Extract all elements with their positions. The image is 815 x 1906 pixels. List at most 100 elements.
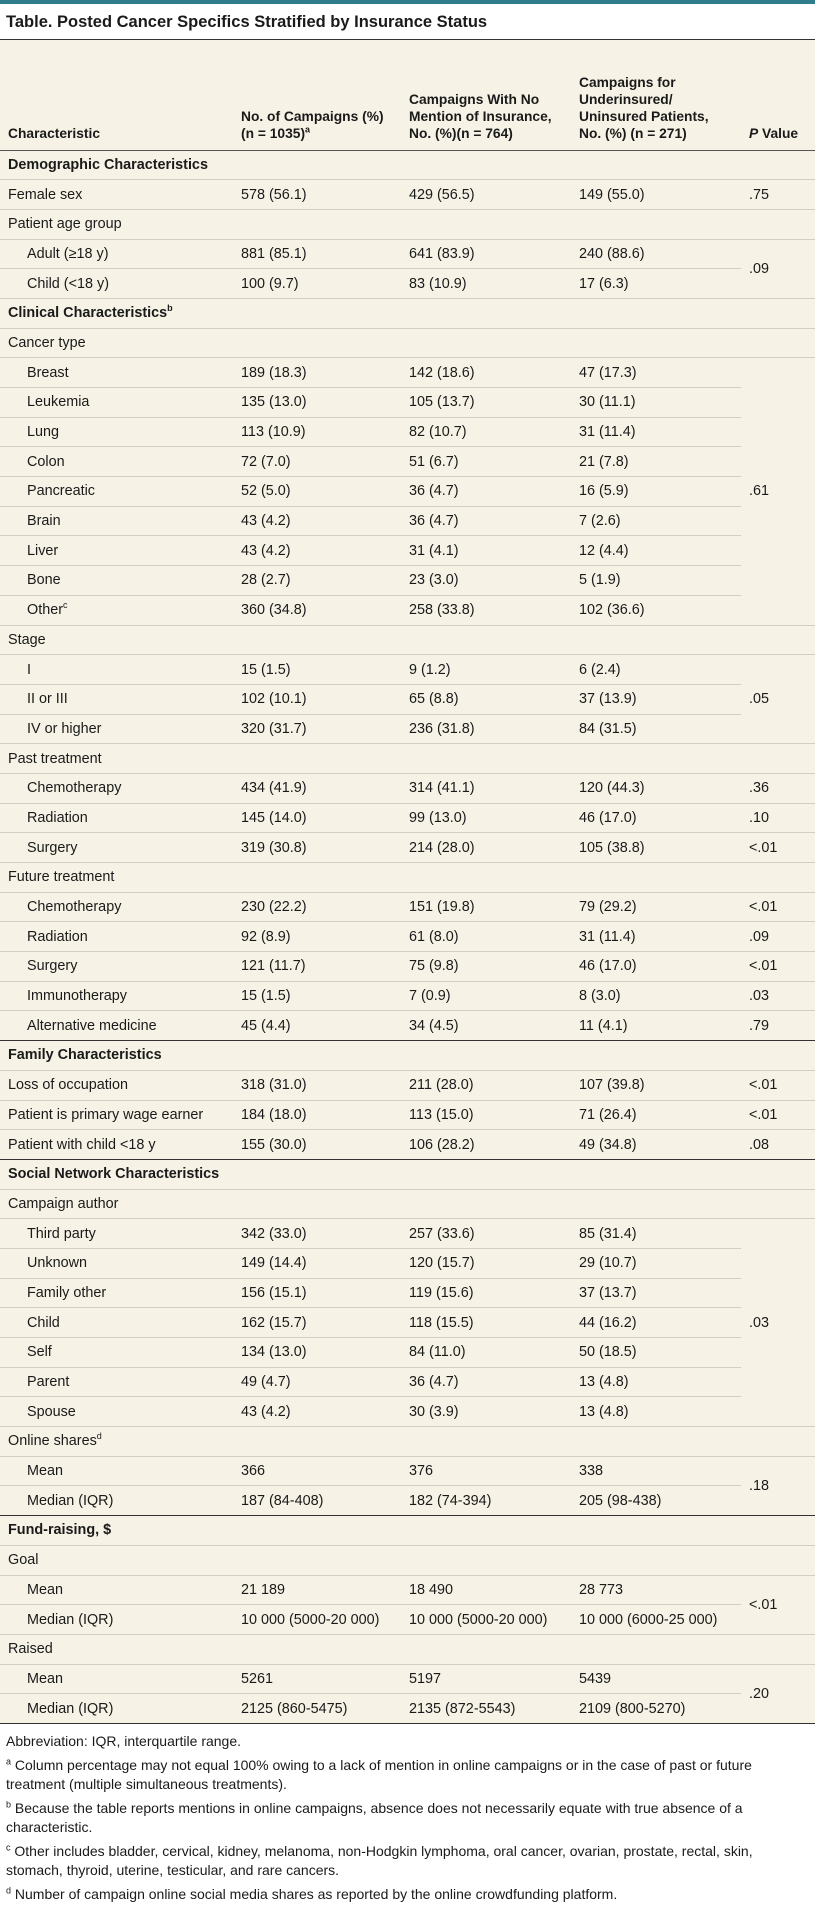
row-label: Spouse bbox=[0, 1396, 233, 1427]
cell-underinsured: 37 (13.7) bbox=[571, 1277, 741, 1308]
cell-total: 28 (2.7) bbox=[233, 565, 401, 596]
top-accent-rule bbox=[0, 0, 815, 4]
header-total-campaigns: No. of Campaigns (%) (n = 1035)a bbox=[233, 40, 401, 151]
header-no-insurance-mention: Campaigns With No Mention of Insurance, … bbox=[401, 40, 571, 151]
cell-total: 881 (85.1) bbox=[233, 238, 401, 269]
table-row: Unknown 149 (14.4) 120 (15.7) 29 (10.7) bbox=[0, 1247, 815, 1279]
cell-total: 92 (8.9) bbox=[233, 921, 401, 952]
cell-total: 187 (84-408) bbox=[233, 1485, 401, 1516]
cell-no-mention: 23 (3.0) bbox=[401, 565, 571, 596]
row-label: Otherc bbox=[0, 594, 233, 625]
group-row: Cancer type bbox=[0, 327, 815, 358]
cell-p-value: <.01 bbox=[741, 1099, 815, 1130]
cell-total: 184 (18.0) bbox=[233, 1099, 401, 1130]
cell-underinsured: 149 (55.0) bbox=[571, 179, 741, 210]
cell-underinsured: 12 (4.4) bbox=[571, 535, 741, 566]
cell-total: 434 (41.9) bbox=[233, 772, 401, 804]
table-row: Median (IQR) 10 000 (5000-20 000) 10 000… bbox=[0, 1604, 815, 1635]
cell-p-value: .03 bbox=[741, 1218, 815, 1427]
row-label: Breast bbox=[0, 357, 233, 388]
cell-underinsured: 28 773 bbox=[571, 1574, 741, 1605]
cell-no-mention: 51 (6.7) bbox=[401, 446, 571, 477]
cell-underinsured: 16 (5.9) bbox=[571, 476, 741, 507]
table-row: Child 162 (15.7) 118 (15.5) 44 (16.2) bbox=[0, 1307, 815, 1338]
table-row: Immunotherapy 15 (1.5) 7 (0.9) 8 (3.0) .… bbox=[0, 980, 815, 1011]
row-label: Colon bbox=[0, 446, 233, 477]
row-label: IV or higher bbox=[0, 713, 233, 744]
table-row: Radiation 92 (8.9) 61 (8.0) 31 (11.4) .0… bbox=[0, 921, 815, 952]
cell-no-mention: 18 490 bbox=[401, 1574, 571, 1605]
cell-total: 2125 (860-5475) bbox=[233, 1693, 401, 1724]
group-row: Stage bbox=[0, 624, 815, 655]
cell-total: 366 bbox=[233, 1455, 401, 1486]
table-row: Mean 366 376 338 .18 bbox=[0, 1455, 815, 1516]
row-label: Mean bbox=[0, 1574, 233, 1605]
cell-no-mention: 376 bbox=[401, 1455, 571, 1486]
cell-total: 342 (33.0) bbox=[233, 1218, 401, 1249]
group-label: Online sharesd bbox=[0, 1426, 815, 1457]
cell-total: 189 (18.3) bbox=[233, 357, 401, 388]
cell-no-mention: 236 (31.8) bbox=[401, 713, 571, 744]
cell-total: 45 (4.4) bbox=[233, 1010, 401, 1041]
cell-total: 578 (56.1) bbox=[233, 179, 401, 210]
cell-underinsured: 6 (2.4) bbox=[571, 654, 741, 685]
cell-p-value: .08 bbox=[741, 1129, 815, 1160]
group-label: Future treatment bbox=[0, 862, 815, 893]
cell-total: 155 (30.0) bbox=[233, 1129, 401, 1160]
cell-p-value: .09 bbox=[741, 921, 815, 952]
cell-p-value: .36 bbox=[741, 772, 815, 804]
cell-no-mention: 30 (3.9) bbox=[401, 1396, 571, 1427]
group-row: Raised bbox=[0, 1633, 815, 1665]
header-underinsured: Campaigns for Underinsured/ Uninsured Pa… bbox=[571, 40, 741, 151]
table-panel: Characteristic No. of Campaigns (%) (n =… bbox=[0, 39, 815, 1725]
cell-total: 230 (22.2) bbox=[233, 891, 401, 922]
row-label: Surgery bbox=[0, 832, 233, 863]
cell-no-mention: 2135 (872-5543) bbox=[401, 1693, 571, 1724]
row-label: Family other bbox=[0, 1277, 233, 1308]
cell-total: 102 (10.1) bbox=[233, 683, 401, 715]
cell-total: 134 (13.0) bbox=[233, 1337, 401, 1368]
cell-underinsured: 31 (11.4) bbox=[571, 921, 741, 952]
row-label: Alternative medicine bbox=[0, 1010, 233, 1041]
cell-underinsured: 10 000 (6000-25 000) bbox=[571, 1604, 741, 1635]
row-label: Female sex bbox=[0, 179, 233, 210]
cell-total: 320 (31.7) bbox=[233, 713, 401, 744]
cell-p-value: .03 bbox=[741, 980, 815, 1011]
table-row: Third party 342 (33.0) 257 (33.6) 85 (31… bbox=[0, 1218, 815, 1427]
cell-underinsured: 13 (4.8) bbox=[571, 1366, 741, 1397]
cell-total: 72 (7.0) bbox=[233, 446, 401, 477]
table-row: Liver 43 (4.2) 31 (4.1) 12 (4.4) bbox=[0, 535, 815, 566]
cell-no-mention: 36 (4.7) bbox=[401, 476, 571, 507]
row-label: Median (IQR) bbox=[0, 1693, 233, 1724]
table-row: Bone 28 (2.7) 23 (3.0) 5 (1.9) bbox=[0, 565, 815, 596]
row-label: Brain bbox=[0, 505, 233, 536]
cell-p-value: <.01 bbox=[741, 1069, 815, 1100]
table-row: Colon 72 (7.0) 51 (6.7) 21 (7.8) bbox=[0, 446, 815, 477]
cell-underinsured: 120 (44.3) bbox=[571, 772, 741, 804]
cell-no-mention: 641 (83.9) bbox=[401, 238, 571, 269]
cell-no-mention: 65 (8.8) bbox=[401, 683, 571, 715]
table-row: Pancreatic 52 (5.0) 36 (4.7) 16 (5.9) bbox=[0, 476, 815, 507]
row-label: I bbox=[0, 654, 233, 685]
cell-underinsured: 17 (6.3) bbox=[571, 268, 741, 299]
cell-no-mention: 84 (11.0) bbox=[401, 1337, 571, 1368]
table-row: Radiation 145 (14.0) 99 (13.0) 46 (17.0)… bbox=[0, 802, 815, 833]
cell-p-value: <.01 bbox=[741, 1574, 815, 1635]
table-row: Lung 113 (10.9) 82 (10.7) 31 (11.4) bbox=[0, 416, 815, 447]
cell-underinsured: 47 (17.3) bbox=[571, 357, 741, 388]
table-title: Table. Posted Cancer Specifics Stratifie… bbox=[6, 13, 488, 31]
row-label: Liver bbox=[0, 535, 233, 566]
cell-underinsured: 105 (38.8) bbox=[571, 832, 741, 863]
table-row: Otherc 360 (34.8) 258 (33.8) 102 (36.6) bbox=[0, 594, 815, 625]
table-row: Surgery 319 (30.8) 214 (28.0) 105 (38.8)… bbox=[0, 832, 815, 863]
cell-no-mention: 5197 bbox=[401, 1663, 571, 1694]
cell-no-mention: 118 (15.5) bbox=[401, 1307, 571, 1338]
cell-total: 318 (31.0) bbox=[233, 1069, 401, 1100]
cell-no-mention: 34 (4.5) bbox=[401, 1010, 571, 1041]
cell-underinsured: 29 (10.7) bbox=[571, 1247, 741, 1279]
cell-no-mention: 61 (8.0) bbox=[401, 921, 571, 952]
table-row: Mean 21 189 18 490 28 773 <.01 bbox=[0, 1574, 815, 1635]
row-label: Patient is primary wage earner bbox=[0, 1099, 233, 1130]
section-row: Demographic Characteristics bbox=[0, 150, 815, 180]
table-row: Spouse 43 (4.2) 30 (3.9) 13 (4.8) bbox=[0, 1396, 815, 1427]
